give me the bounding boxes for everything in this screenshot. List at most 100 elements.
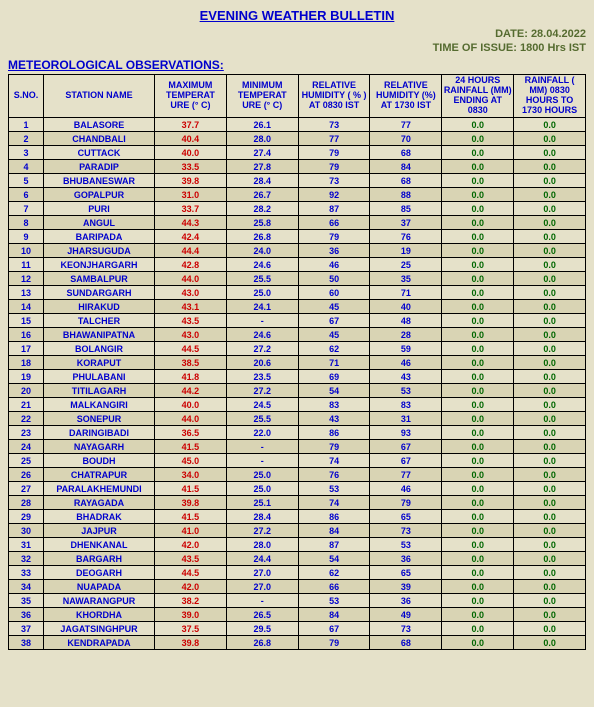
cell-station: KORAPUT	[44, 356, 155, 370]
cell-rh2: 84	[370, 160, 442, 174]
cell-station: SAMBALPUR	[44, 272, 155, 286]
cell-rain2: 0.0	[514, 510, 586, 524]
cell-rh1: 74	[298, 496, 370, 510]
cell-min: 25.0	[226, 286, 298, 300]
cell-sno: 17	[9, 342, 44, 356]
cell-max: 42.0	[155, 580, 227, 594]
table-row: 12SAMBALPUR44.025.550350.00.0	[9, 272, 586, 286]
cell-station: BOLANGIR	[44, 342, 155, 356]
cell-rh2: 85	[370, 202, 442, 216]
cell-max: 44.0	[155, 272, 227, 286]
table-row: 10JHARSUGUDA44.424.036190.00.0	[9, 244, 586, 258]
cell-max: 39.8	[155, 174, 227, 188]
cell-sno: 4	[9, 160, 44, 174]
cell-rh2: 76	[370, 230, 442, 244]
cell-max: 39.8	[155, 636, 227, 650]
cell-min: 25.8	[226, 216, 298, 230]
cell-rain2: 0.0	[514, 216, 586, 230]
table-row: 5BHUBANESWAR39.828.473680.00.0	[9, 174, 586, 188]
cell-rain1: 0.0	[442, 160, 514, 174]
cell-rain2: 0.0	[514, 160, 586, 174]
cell-rh1: 45	[298, 300, 370, 314]
cell-rain2: 0.0	[514, 426, 586, 440]
cell-rh1: 43	[298, 412, 370, 426]
cell-station: BHAWANIPATNA	[44, 328, 155, 342]
cell-sno: 16	[9, 328, 44, 342]
cell-min: -	[226, 454, 298, 468]
table-row: 30JAJPUR41.027.284730.00.0	[9, 524, 586, 538]
cell-rh2: 83	[370, 398, 442, 412]
cell-sno: 12	[9, 272, 44, 286]
cell-min: 27.2	[226, 524, 298, 538]
table-row: 34NUAPADA42.027.066390.00.0	[9, 580, 586, 594]
cell-sno: 35	[9, 594, 44, 608]
cell-rh2: 19	[370, 244, 442, 258]
cell-rh2: 79	[370, 496, 442, 510]
cell-max: 41.8	[155, 370, 227, 384]
cell-rh1: 79	[298, 160, 370, 174]
cell-rh2: 36	[370, 594, 442, 608]
cell-rh2: 71	[370, 286, 442, 300]
table-row: 6GOPALPUR31.026.792880.00.0	[9, 188, 586, 202]
cell-rain1: 0.0	[442, 566, 514, 580]
table-row: 32BARGARH43.524.454360.00.0	[9, 552, 586, 566]
cell-rain2: 0.0	[514, 370, 586, 384]
cell-rh1: 77	[298, 132, 370, 146]
cell-rh2: 77	[370, 468, 442, 482]
cell-rain1: 0.0	[442, 202, 514, 216]
cell-max: 34.0	[155, 468, 227, 482]
cell-rain1: 0.0	[442, 510, 514, 524]
col-max-temp: MAXIMUM TEMPERAT URE (° C)	[155, 74, 227, 118]
table-row: 2CHANDBALI40.428.077700.00.0	[9, 132, 586, 146]
cell-max: 41.0	[155, 524, 227, 538]
cell-rh2: 70	[370, 132, 442, 146]
cell-min: 27.0	[226, 566, 298, 580]
cell-sno: 6	[9, 188, 44, 202]
cell-rh1: 84	[298, 608, 370, 622]
cell-rain1: 0.0	[442, 636, 514, 650]
cell-sno: 19	[9, 370, 44, 384]
cell-station: TALCHER	[44, 314, 155, 328]
cell-rh2: 59	[370, 342, 442, 356]
table-row: 4PARADIP33.527.879840.00.0	[9, 160, 586, 174]
table-row: 3CUTTACK40.027.479680.00.0	[9, 146, 586, 160]
table-row: 13SUNDARGARH43.025.060710.00.0	[9, 286, 586, 300]
table-row: 29BHADRAK41.528.486650.00.0	[9, 510, 586, 524]
table-row: 8ANGUL44.325.866370.00.0	[9, 216, 586, 230]
cell-sno: 30	[9, 524, 44, 538]
cell-rh1: 71	[298, 356, 370, 370]
cell-station: KHORDHA	[44, 608, 155, 622]
cell-rh2: 77	[370, 118, 442, 132]
cell-min: 26.1	[226, 118, 298, 132]
cell-rh1: 36	[298, 244, 370, 258]
table-row: 9BARIPADA42.426.879760.00.0	[9, 230, 586, 244]
cell-rh2: 39	[370, 580, 442, 594]
cell-rh1: 62	[298, 566, 370, 580]
cell-rain2: 0.0	[514, 230, 586, 244]
cell-rh2: 46	[370, 482, 442, 496]
cell-rh1: 74	[298, 454, 370, 468]
cell-sno: 2	[9, 132, 44, 146]
cell-rain2: 0.0	[514, 342, 586, 356]
cell-sno: 32	[9, 552, 44, 566]
cell-sno: 9	[9, 230, 44, 244]
cell-station: BOUDH	[44, 454, 155, 468]
cell-station: SUNDARGARH	[44, 286, 155, 300]
cell-sno: 14	[9, 300, 44, 314]
cell-rain2: 0.0	[514, 384, 586, 398]
cell-min: 26.8	[226, 636, 298, 650]
cell-station: BALASORE	[44, 118, 155, 132]
cell-rh1: 62	[298, 342, 370, 356]
cell-rain2: 0.0	[514, 524, 586, 538]
table-row: 23DARINGIBADI36.522.086930.00.0	[9, 426, 586, 440]
cell-min: 28.2	[226, 202, 298, 216]
cell-min: 24.0	[226, 244, 298, 258]
cell-rain1: 0.0	[442, 538, 514, 552]
cell-rh2: 37	[370, 216, 442, 230]
cell-rain2: 0.0	[514, 300, 586, 314]
cell-max: 44.5	[155, 566, 227, 580]
table-row: 37JAGATSINGHPUR37.529.567730.00.0	[9, 622, 586, 636]
cell-rh2: 93	[370, 426, 442, 440]
cell-rh1: 67	[298, 314, 370, 328]
cell-max: 38.5	[155, 356, 227, 370]
